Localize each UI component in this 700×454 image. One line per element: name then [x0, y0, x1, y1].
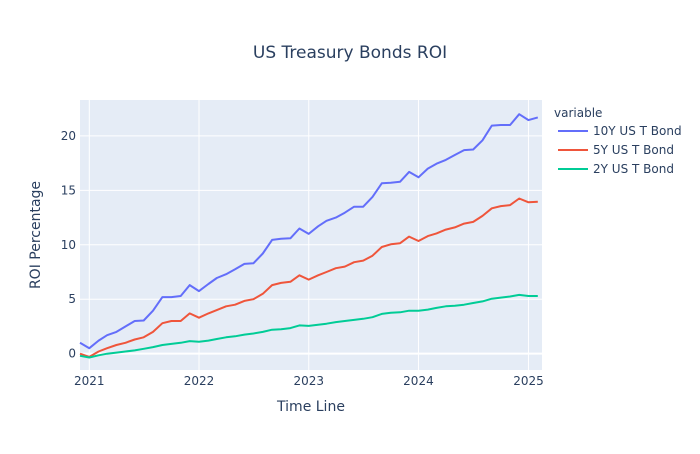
y-tick-label: 20: [61, 129, 76, 143]
y-tick-label: 5: [68, 292, 76, 306]
y-axis-title: ROI Percentage: [28, 181, 44, 289]
y-tick-label: 10: [61, 238, 76, 252]
legend-item[interactable]: 2Y US T Bond: [558, 162, 674, 176]
legend-item[interactable]: 5Y US T Bond: [558, 143, 674, 157]
legend-title: variable: [554, 106, 602, 120]
grid-layer: [80, 100, 542, 370]
series-layer: [79, 113, 539, 359]
series-line-3[interactable]: [79, 293, 538, 359]
y-tick-label: 15: [61, 183, 76, 197]
x-tick-label: 2024: [403, 374, 434, 388]
chart-title: US Treasury Bonds ROI: [253, 43, 447, 63]
legend-item[interactable]: 10Y US T Bond: [558, 124, 682, 138]
series-line-2[interactable]: [79, 197, 538, 358]
legend-items: 10Y US T Bond 5Y US T Bond 2Y US T Bond: [558, 124, 682, 176]
legend[interactable]: variable 10Y US T Bond 5Y US T Bond 2Y US …: [554, 106, 682, 176]
x-axis-title: Time Line: [276, 399, 345, 415]
y-axis-ticks: 0 5 10 15 20: [61, 129, 76, 361]
plot-area: [80, 100, 542, 370]
legend-label: 5Y US T Bond: [593, 143, 674, 157]
legend-label: 10Y US T Bond: [593, 124, 682, 138]
x-tick-label: 2023: [293, 374, 324, 388]
legend-label: 2Y US T Bond: [593, 162, 674, 176]
x-tick-label: 2025: [513, 374, 544, 388]
y-tick-label: 0: [68, 347, 76, 361]
series-line-1[interactable]: [79, 113, 539, 350]
x-tick-label: 2021: [74, 374, 105, 388]
x-axis-ticks: 2021 2022 2023 2024 2025: [74, 374, 544, 388]
x-tick-label: 2022: [184, 374, 215, 388]
